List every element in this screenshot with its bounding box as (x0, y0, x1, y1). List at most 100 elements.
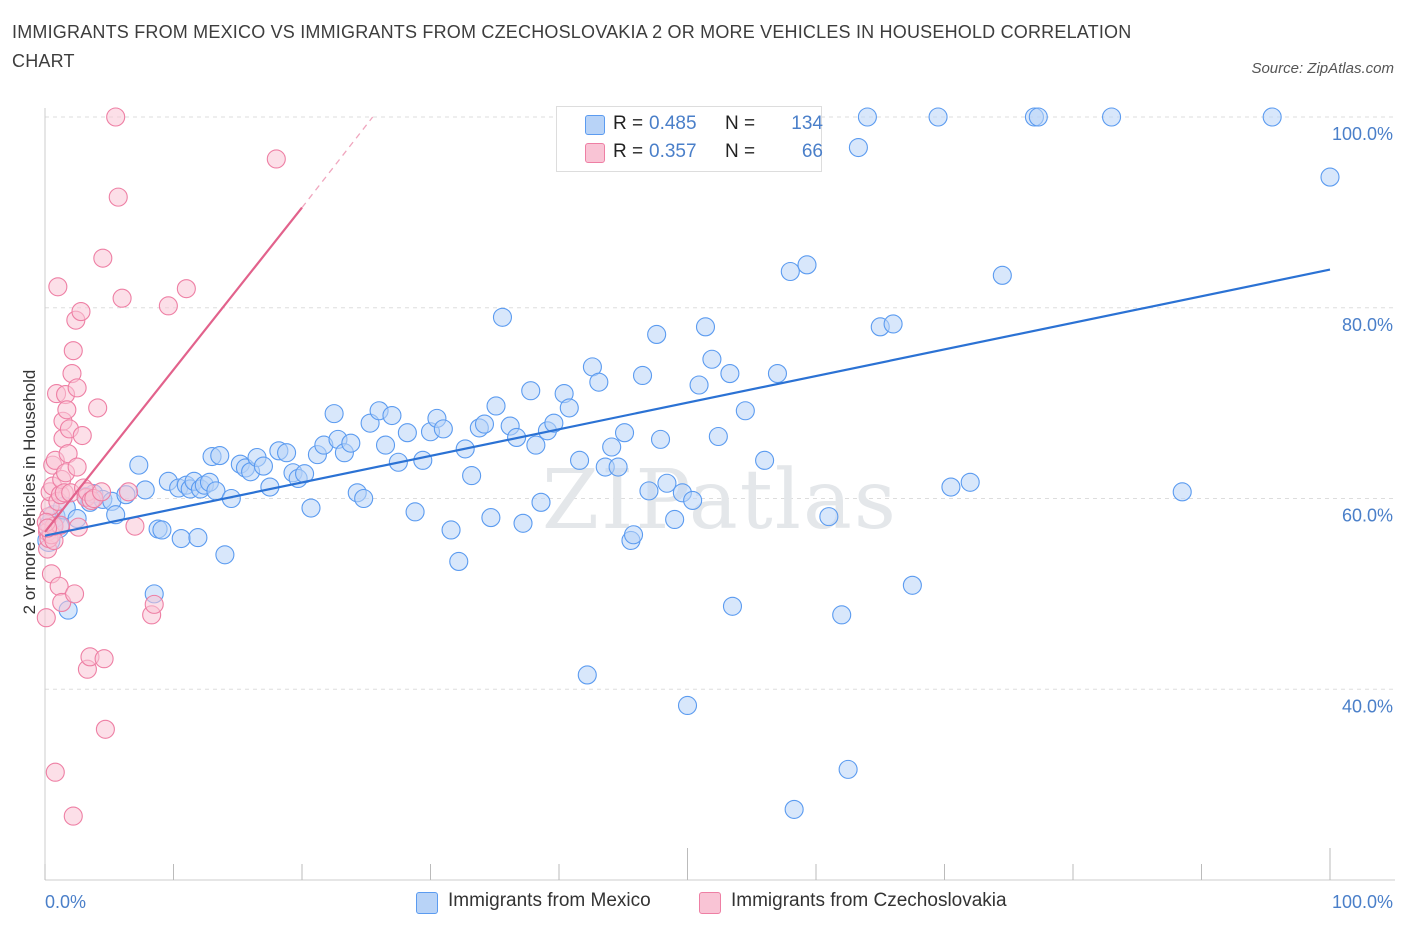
y-axis-label: 2 or more Vehicles in Household (20, 370, 39, 615)
point-mexico (462, 466, 482, 486)
point-czechoslovakia (106, 107, 126, 127)
point-mexico (614, 423, 635, 443)
point-czechoslovakia (95, 719, 115, 739)
point-czechoslovakia (108, 187, 128, 207)
point-mexico (521, 381, 541, 401)
point-mexico (832, 605, 852, 625)
point-mexico (819, 507, 839, 527)
x-tick-label-max: 100.0% (1332, 892, 1393, 912)
point-mexico (755, 450, 775, 470)
trendline-czechoslovakia (44, 206, 303, 533)
point-mexico (354, 488, 374, 509)
point-mexico (632, 365, 653, 386)
point-mexico (253, 456, 274, 476)
point-czechoslovakia (176, 279, 196, 299)
point-mexico (135, 480, 155, 500)
point-czechoslovakia (63, 341, 83, 361)
point-mexico (767, 364, 788, 384)
point-mexico (559, 398, 579, 418)
point-mexico (702, 349, 722, 369)
legend-swatch-czechoslovakia (585, 143, 605, 163)
point-mexico (1262, 107, 1282, 127)
stats-legend: R = 0.485 N = 134 R = 0.357 N = 66 (556, 106, 823, 172)
point-mexico (647, 324, 667, 345)
legend-r-value: 0.357 (649, 141, 697, 162)
point-mexico (589, 372, 609, 392)
chart-title: IMMIGRANTS FROM MEXICO VS IMMIGRANTS FRO… (12, 22, 1132, 71)
point-czechoslovakia (67, 457, 87, 477)
point-czechoslovakia (144, 594, 164, 614)
point-mexico (941, 477, 961, 497)
point-mexico (677, 695, 698, 716)
point-czechoslovakia (45, 762, 65, 782)
point-czechoslovakia (266, 149, 286, 169)
y-tick-label: 80.0% (1342, 315, 1393, 335)
point-mexico (1028, 107, 1048, 127)
point-mexico (433, 419, 453, 439)
point-mexico (902, 575, 922, 595)
point-czechoslovakia (48, 277, 68, 297)
point-mexico (720, 364, 740, 384)
point-mexico (1320, 167, 1340, 187)
legend-r-label: R = (613, 141, 644, 162)
point-mexico (639, 481, 659, 501)
point-mexico (544, 413, 564, 433)
point-mexico (375, 435, 396, 455)
point-mexico (474, 414, 495, 434)
point-czechoslovakia (94, 649, 114, 669)
bottom-legend-label-czechoslovakia: Immigrants from Czechoslovakia (731, 890, 1007, 911)
point-mexico (301, 498, 321, 518)
point-mexico (722, 596, 743, 616)
point-mexico (188, 528, 208, 548)
point-mexico (492, 307, 513, 327)
point-mexico (215, 545, 235, 565)
point-czechoslovakia (36, 608, 56, 628)
trendlines (44, 116, 1331, 537)
point-mexico (1102, 107, 1122, 127)
legend-r-label: R = (613, 113, 644, 134)
point-czechoslovakia (67, 378, 87, 398)
point-mexico (152, 520, 172, 540)
data-points (36, 107, 1340, 826)
point-czechoslovakia (88, 398, 108, 418)
point-mexico (1172, 482, 1192, 502)
legend-n-label: N = (725, 141, 756, 162)
point-mexico (277, 443, 297, 463)
point-mexico (838, 759, 858, 779)
point-mexico (577, 665, 597, 685)
legend-swatch-mexico (585, 115, 605, 135)
watermark: ZIPatlas (542, 453, 898, 548)
point-mexico (449, 551, 469, 571)
point-mexico (602, 437, 622, 457)
point-czechoslovakia (65, 584, 85, 604)
point-mexico (708, 426, 728, 447)
point-mexico (397, 423, 417, 443)
point-mexico (531, 492, 551, 512)
y-tick-label: 60.0% (1342, 506, 1393, 526)
bottom-legend-swatch-czechoslovakia (699, 892, 721, 914)
point-mexico (413, 450, 433, 470)
point-mexico (650, 429, 671, 449)
y-tick-label: 40.0% (1342, 696, 1393, 716)
point-mexico (129, 455, 149, 475)
point-mexico (608, 457, 628, 477)
point-mexico (780, 261, 800, 282)
point-czechoslovakia (72, 426, 92, 446)
bottom-legend-label-mexico: Immigrants from Mexico (448, 890, 651, 911)
legend-r-value: 0.485 (649, 113, 697, 134)
point-mexico (441, 520, 461, 540)
legend-n-value: 134 (791, 113, 823, 134)
point-mexico (570, 450, 590, 470)
trendline-mexico (44, 268, 1331, 537)
y-tick-labels: 40.0% 60.0% 80.0% 100.0% (1332, 124, 1393, 716)
point-mexico (665, 509, 685, 530)
point-czechoslovakia (158, 296, 178, 316)
source-label: Source: ZipAtlas.com (1251, 60, 1394, 77)
point-mexico (513, 513, 533, 533)
point-czechoslovakia (118, 482, 139, 502)
y-tick-label: 100.0% (1332, 124, 1393, 144)
point-mexico (883, 314, 903, 334)
point-mexico (657, 473, 677, 493)
point-mexico (481, 508, 501, 528)
